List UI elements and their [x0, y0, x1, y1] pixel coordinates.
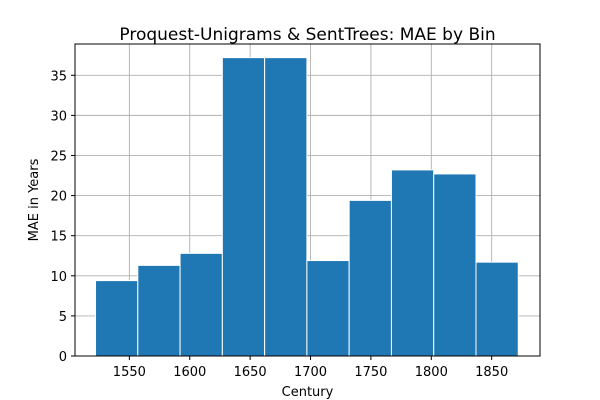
histogram-bar [433, 173, 477, 357]
histogram-bar [390, 169, 435, 357]
x-tick-label: 1600 [173, 365, 206, 380]
histogram-bar [475, 261, 519, 357]
y-tick-label: 0 [59, 350, 67, 365]
y-tick-label: 20 [50, 190, 67, 205]
y-tick-label: 15 [50, 230, 67, 245]
histogram-bar [264, 57, 308, 357]
histogram-bar [179, 252, 223, 357]
y-tick-label: 5 [59, 310, 67, 325]
y-tick-label: 10 [50, 270, 67, 285]
x-tick-label: 1550 [113, 365, 146, 380]
y-axis-label: MAE in Years [27, 158, 42, 241]
bars [95, 57, 519, 357]
plot-frame [74, 43, 541, 357]
histogram-bar [306, 260, 350, 357]
histogram-bar [95, 280, 139, 357]
chart-title: Proquest-Unigrams & SentTrees: MAE by Bi… [119, 25, 495, 45]
histogram-bar [221, 57, 266, 357]
x-axis-label: Century [282, 385, 334, 400]
y-tick-label: 25 [50, 149, 67, 164]
axis-ticks: 1550 1600 1650 1700 1750 1800 1850 0 5 10 15 20 25 30… [50, 69, 508, 380]
x-tick-label: 1750 [354, 365, 387, 380]
x-tick-label: 1850 [475, 365, 508, 380]
x-tick-label: 1650 [234, 365, 267, 380]
x-tick-label: 1700 [294, 365, 327, 380]
y-tick-label: 30 [50, 109, 67, 124]
x-tick-label: 1800 [415, 365, 448, 380]
histogram-bar [137, 264, 181, 357]
y-tick-label: 35 [50, 69, 67, 84]
histogram-bar [348, 199, 392, 357]
